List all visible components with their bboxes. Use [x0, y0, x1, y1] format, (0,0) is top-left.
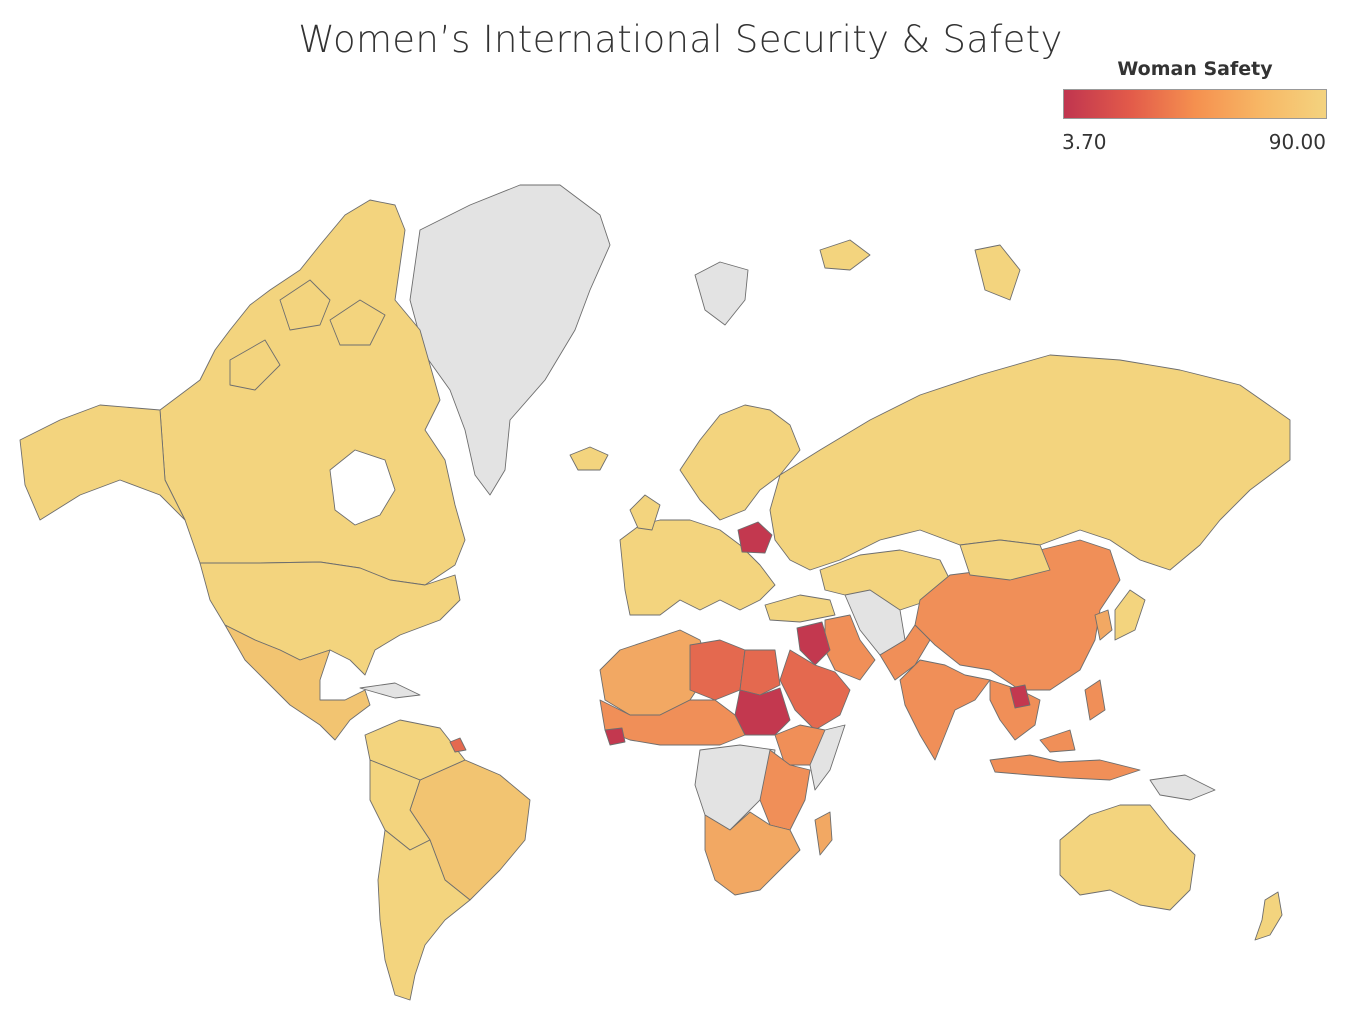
region-belarus[interactable] [737, 521, 773, 554]
region-uk-ireland[interactable] [629, 494, 661, 531]
region-japan[interactable] [1114, 589, 1146, 641]
region-sierra-leone[interactable] [604, 727, 626, 746]
region-central-africa[interactable] [694, 744, 776, 831]
region-korea[interactable] [1094, 609, 1113, 641]
region-arctic-russia-islands[interactable] [819, 239, 1021, 301]
region-turkey[interactable] [764, 594, 836, 623]
map-title: Women’s International Security & Safety [298, 18, 1063, 61]
region-philippines[interactable] [1084, 679, 1106, 721]
region-mexico[interactable] [224, 624, 371, 741]
region-scandinavia[interactable] [679, 404, 801, 521]
legend-title: Woman Safety [1117, 58, 1273, 80]
region-mongolia[interactable] [959, 539, 1051, 581]
region-cuba[interactable] [359, 682, 421, 699]
region-madagascar[interactable] [814, 811, 833, 856]
region-alaska[interactable] [19, 404, 186, 521]
region-argentina-chile[interactable] [377, 829, 471, 1001]
region-suriname[interactable] [449, 737, 467, 753]
region-russia[interactable] [769, 354, 1291, 571]
region-west-africa[interactable] [599, 699, 746, 746]
region-sudan[interactable] [734, 687, 791, 736]
region-india[interactable] [899, 659, 991, 761]
region-arctic-islands[interactable] [229, 279, 386, 391]
region-east-africa[interactable] [759, 749, 811, 831]
region-papua[interactable] [1149, 774, 1216, 801]
region-egypt[interactable] [739, 649, 781, 696]
region-svalbard[interactable] [694, 261, 749, 326]
region-western-europe[interactable] [619, 519, 776, 616]
region-southern-africa[interactable] [704, 811, 801, 896]
hudson-bay [329, 449, 396, 526]
region-indonesia[interactable] [989, 729, 1141, 781]
region-libya[interactable] [689, 639, 746, 701]
region-saudi-arabia[interactable] [779, 649, 851, 731]
region-laos[interactable] [1009, 684, 1031, 709]
legend-gradient-bar [1063, 89, 1327, 119]
region-greenland[interactable] [409, 184, 611, 496]
region-iceland[interactable] [569, 446, 609, 471]
region-australia[interactable] [1059, 804, 1196, 911]
legend-min-label: 3.70 [1062, 130, 1107, 154]
region-somalia[interactable] [809, 724, 846, 791]
legend-max-label: 90.00 [1268, 130, 1326, 154]
region-new-zealand[interactable] [1254, 891, 1283, 941]
region-pakistan[interactable] [879, 624, 931, 681]
region-iraq[interactable] [796, 621, 831, 666]
